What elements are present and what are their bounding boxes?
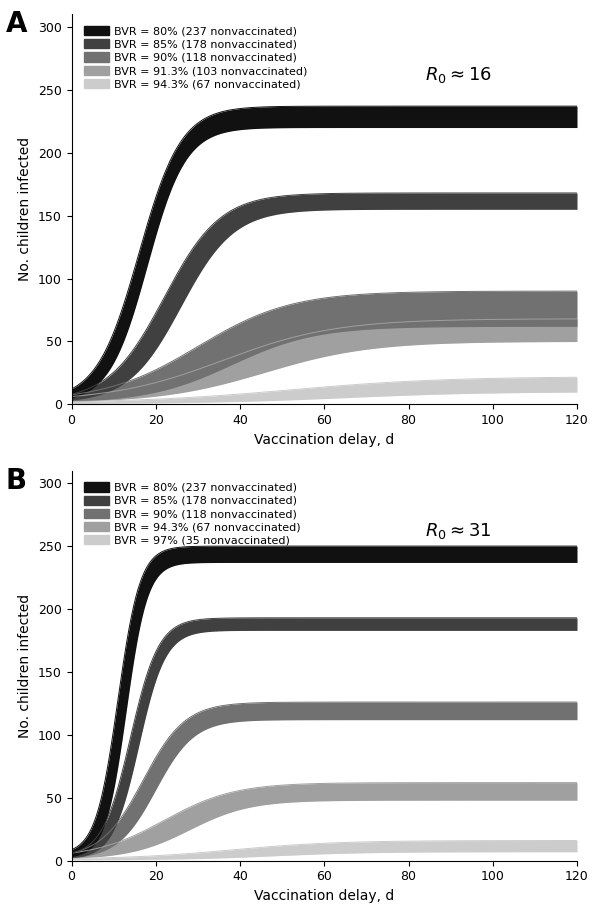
Legend: BVR = 80% (237 nonvaccinated), BVR = 85% (178 nonvaccinated), BVR = 90% (118 non: BVR = 80% (237 nonvaccinated), BVR = 85%… [82,480,303,547]
X-axis label: Vaccination delay, d: Vaccination delay, d [254,889,394,903]
Text: $R_0\approx16$: $R_0\approx16$ [425,65,492,85]
Text: B: B [6,467,27,494]
Text: $R_0\approx31$: $R_0\approx31$ [425,521,491,541]
Legend: BVR = 80% (237 nonvaccinated), BVR = 85% (178 nonvaccinated), BVR = 90% (118 non: BVR = 80% (237 nonvaccinated), BVR = 85%… [82,24,310,91]
Text: A: A [6,10,28,38]
Y-axis label: No. children infected: No. children infected [19,137,32,282]
Y-axis label: No. children infected: No. children infected [19,593,32,738]
X-axis label: Vaccination delay, d: Vaccination delay, d [254,432,394,447]
